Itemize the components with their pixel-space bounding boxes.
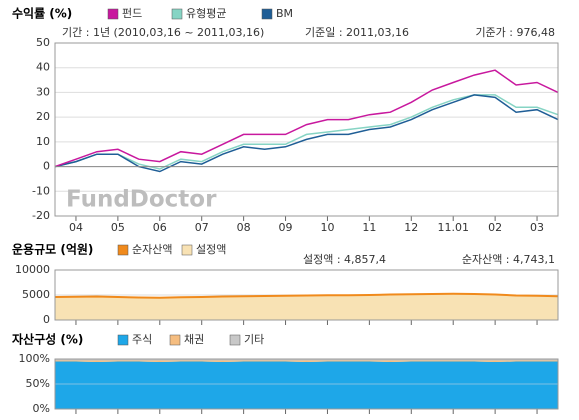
plot-frame [54, 42, 559, 217]
legend-label: 주식 [132, 333, 152, 346]
y-tick-label: 100% [19, 352, 50, 365]
area-series [55, 293, 558, 320]
chart-title: 운용규모 (억원) [12, 242, 93, 257]
annotation: 설정액 : 4,857,4 [303, 253, 386, 266]
watermark: FundDoctor [66, 187, 217, 213]
y-tick-label: 10 [36, 135, 50, 148]
y-tick-label: 0 [43, 160, 50, 173]
legend-swatch [117, 334, 129, 346]
line-series [54, 292, 559, 299]
y-tick-label: 0% [33, 402, 50, 415]
x-tick-label: 02 [488, 221, 502, 234]
plot-frame [54, 269, 559, 321]
x-tick-label: 06 [153, 221, 167, 234]
y-tick-label: 50% [26, 377, 50, 390]
legend-label: 설정액 [196, 243, 226, 256]
legend-label: 유형평균 [186, 7, 226, 20]
plot-frame [54, 358, 559, 410]
legend-swatch [107, 8, 119, 20]
chart-title: 수익률 (%) [12, 7, 72, 21]
y-tick-label: 5000 [22, 288, 50, 301]
legend-swatch [261, 8, 273, 20]
legend-swatch [229, 334, 241, 346]
line-series [54, 69, 559, 168]
area-segment [55, 360, 558, 362]
annotation: 기간 : 1년 (2010,03,16 ~ 2011,03,16) [62, 26, 264, 39]
legend-swatch [117, 244, 129, 256]
x-tick-label: 10 [320, 221, 334, 234]
annotation: 순자산액 : 4,743,1 [462, 253, 555, 266]
legend-label: 순자산액 [132, 243, 172, 256]
x-tick-label: 08 [237, 221, 251, 234]
x-tick-label: 05 [111, 221, 125, 234]
legend-label: 기타 [244, 333, 264, 346]
x-tick-label: 11 [362, 221, 376, 234]
x-tick-label: 11.01 [437, 221, 469, 234]
x-tick-label: 07 [195, 221, 209, 234]
y-tick-label: -20 [32, 209, 50, 222]
legend-swatch [181, 244, 193, 256]
chart-title: 자산구성 (%) [12, 332, 83, 347]
y-tick-label: 10000 [15, 263, 50, 276]
y-tick-label: 30 [36, 85, 50, 98]
x-tick-label: 03 [530, 221, 544, 234]
y-tick-label: 0 [43, 313, 50, 326]
legend-label: 펀드 [122, 7, 142, 20]
legend-label: 채권 [184, 333, 204, 346]
y-tick-label: 50 [36, 36, 50, 49]
area-segment [55, 361, 558, 409]
y-tick-label: -10 [32, 184, 50, 197]
legend-label: BM [276, 7, 293, 20]
annotation: 기준가 : 976,48 [475, 26, 555, 39]
y-tick-label: 20 [36, 110, 50, 123]
x-tick-label: 12 [404, 221, 418, 234]
x-tick-label: 04 [69, 221, 83, 234]
x-tick-label: 09 [279, 221, 293, 234]
y-tick-label: 40 [36, 61, 50, 74]
legend-swatch [171, 8, 183, 20]
plot-area [54, 42, 559, 217]
annotation: 기준일 : 2011,03,16 [305, 25, 409, 39]
legend-swatch [169, 334, 181, 346]
